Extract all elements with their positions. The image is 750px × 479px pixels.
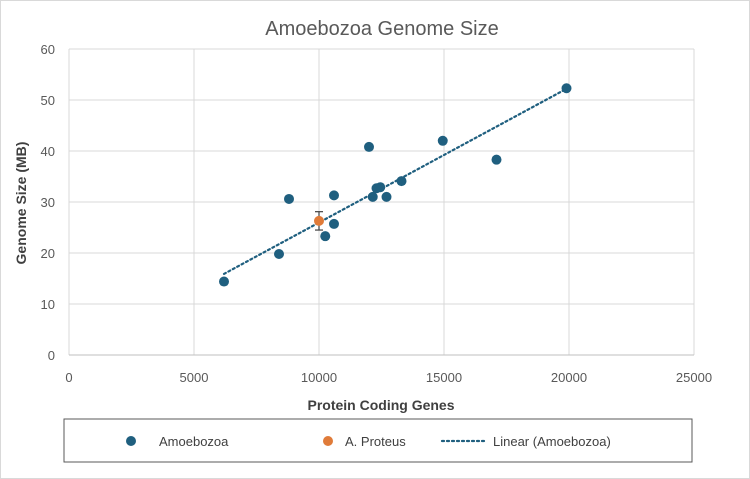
legend: Amoebozoa A. Proteus Linear (Amoebozoa)	[63, 418, 693, 463]
y-tick-label: 40	[41, 144, 55, 159]
x-axis-title: Protein Coding Genes	[307, 397, 454, 413]
legend-label: A. Proteus	[345, 434, 406, 449]
point-amoebozoa	[329, 218, 339, 229]
point-amoebozoa	[320, 231, 331, 242]
y-tick-label: 60	[41, 42, 55, 57]
point-amoebozoa	[284, 193, 294, 204]
x-tick-label: 20000	[551, 370, 587, 385]
y-tick-label: 30	[41, 195, 55, 210]
point-amoebozoa	[381, 191, 392, 202]
legend-marker	[323, 436, 333, 446]
x-tick-label: 5000	[180, 370, 209, 385]
legend-label: Amoebozoa	[159, 434, 229, 449]
point-amoebozoa	[274, 249, 284, 260]
point-amoebozoa	[364, 141, 374, 152]
point-amoebozoa	[561, 83, 572, 94]
grid-lines	[68, 48, 695, 355]
linear-trendline	[222, 87, 568, 276]
y-tick-label: 20	[41, 246, 55, 261]
point-a-proteus	[314, 215, 324, 226]
x-tick-label: 0	[65, 370, 72, 385]
point-amoebozoa	[491, 154, 502, 165]
point-amoebozoa	[329, 190, 339, 201]
y-tick-label: 0	[48, 348, 55, 363]
point-amoebozoa	[437, 135, 448, 146]
y-tick-label: 50	[41, 93, 55, 108]
point-amoebozoa	[375, 182, 386, 193]
x-tick-label: 25000	[676, 370, 712, 385]
legend-label: Linear (Amoebozoa)	[493, 434, 611, 449]
x-tick-label: 15000	[426, 370, 462, 385]
point-amoebozoa	[367, 191, 378, 202]
data-points	[219, 83, 572, 287]
trendline-layer	[222, 87, 568, 276]
y-tick-label: 10	[41, 297, 55, 312]
legend-box	[63, 418, 693, 463]
y-axis-title: Genome Size (MB)	[13, 142, 29, 265]
point-amoebozoa	[396, 176, 407, 187]
axes: 0 10 20 30 40 50 60 0 5000 10000 15000 20000 25000	[41, 42, 713, 385]
chart-title: Amoebozoa Genome Size	[265, 18, 498, 40]
point-amoebozoa	[219, 276, 229, 287]
x-tick-label: 10000	[301, 370, 337, 385]
legend-marker	[126, 436, 136, 446]
